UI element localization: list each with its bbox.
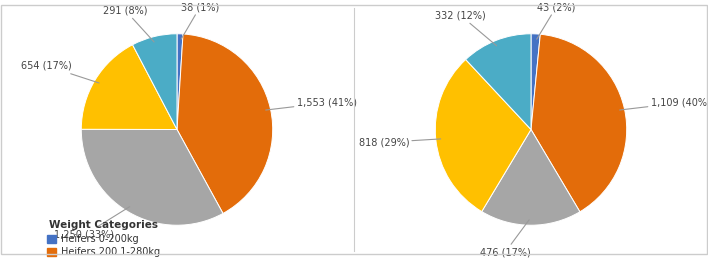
Legend: Heifers 0-200kg, Heifers 200.1-280kg, Heifers 280.1-330kg, Heifers 330.1-400kg, : Heifers 0-200kg, Heifers 200.1-280kg, He…	[47, 220, 160, 259]
Text: 38 (1%): 38 (1%)	[181, 2, 219, 39]
Wedge shape	[435, 60, 531, 212]
Wedge shape	[132, 34, 177, 130]
Wedge shape	[531, 34, 540, 130]
Text: 1,109 (40%): 1,109 (40%)	[620, 98, 708, 110]
Text: 332 (12%): 332 (12%)	[435, 11, 496, 46]
Text: 43 (2%): 43 (2%)	[537, 2, 576, 39]
Text: 654 (17%): 654 (17%)	[21, 61, 99, 83]
Wedge shape	[531, 34, 627, 212]
Wedge shape	[177, 34, 273, 213]
Wedge shape	[466, 34, 531, 130]
Wedge shape	[481, 130, 580, 225]
Text: 291 (8%): 291 (8%)	[103, 5, 154, 42]
Text: 476 (17%): 476 (17%)	[480, 220, 531, 257]
Wedge shape	[177, 34, 183, 130]
Wedge shape	[81, 45, 177, 130]
Text: 1,553 (41%): 1,553 (41%)	[266, 98, 357, 110]
Wedge shape	[81, 129, 223, 225]
Text: 818 (29%): 818 (29%)	[358, 137, 440, 147]
Text: 1,250 (33%): 1,250 (33%)	[55, 207, 130, 240]
